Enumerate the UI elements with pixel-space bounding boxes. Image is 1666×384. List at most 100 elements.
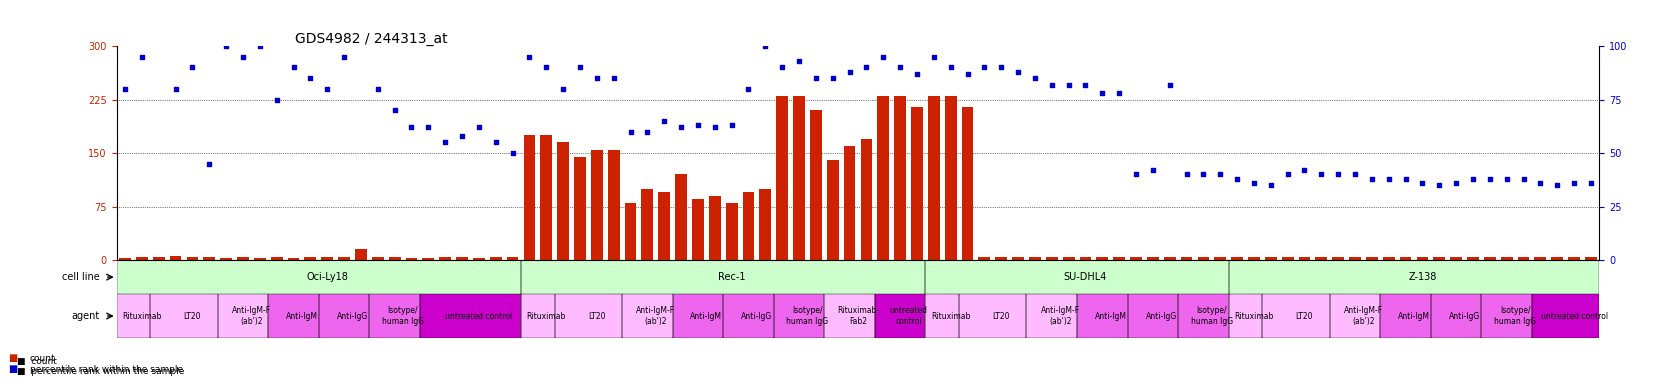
Text: Anti-IgM-F
(ab')2: Anti-IgM-F (ab')2 bbox=[1344, 306, 1383, 326]
Point bbox=[1190, 171, 1216, 177]
Point bbox=[180, 65, 207, 71]
Point bbox=[398, 124, 425, 131]
Text: Isotype/
human IgG: Isotype/ human IgG bbox=[786, 306, 828, 326]
Point bbox=[128, 54, 155, 60]
Point bbox=[651, 118, 678, 124]
Text: Anti-IgM: Anti-IgM bbox=[1398, 311, 1429, 321]
Point bbox=[1106, 90, 1133, 96]
Bar bbox=[1468, 257, 1479, 260]
Text: ■: ■ bbox=[8, 364, 18, 374]
Bar bbox=[288, 258, 300, 260]
Bar bbox=[961, 107, 973, 260]
Bar bbox=[810, 110, 821, 260]
Point bbox=[516, 54, 543, 60]
Bar bbox=[641, 189, 653, 260]
Bar bbox=[1349, 257, 1361, 260]
Bar bbox=[658, 192, 670, 260]
Bar bbox=[1228, 294, 1263, 338]
Bar bbox=[1333, 257, 1344, 260]
Bar bbox=[673, 294, 723, 338]
Bar bbox=[370, 294, 420, 338]
Text: Oci-Ly18: Oci-Ly18 bbox=[307, 272, 348, 282]
Point bbox=[668, 124, 695, 131]
Bar bbox=[305, 257, 317, 260]
Point bbox=[1376, 176, 1403, 182]
Point bbox=[718, 122, 745, 128]
Point bbox=[1578, 180, 1604, 186]
Bar bbox=[1568, 257, 1579, 260]
Bar bbox=[1063, 257, 1075, 260]
Point bbox=[820, 75, 846, 81]
Bar bbox=[1215, 257, 1226, 260]
Point bbox=[297, 75, 323, 81]
Point bbox=[803, 75, 830, 81]
Bar bbox=[1080, 257, 1091, 260]
Bar bbox=[1381, 294, 1431, 338]
Bar bbox=[1481, 294, 1533, 338]
Point bbox=[365, 86, 392, 92]
Bar bbox=[608, 149, 620, 260]
Point bbox=[886, 65, 913, 71]
Bar bbox=[895, 96, 906, 260]
Bar bbox=[1198, 257, 1210, 260]
Bar bbox=[423, 258, 435, 260]
Bar bbox=[911, 107, 923, 260]
Text: LT20: LT20 bbox=[1296, 311, 1313, 321]
Bar bbox=[1231, 257, 1243, 260]
Point bbox=[635, 129, 661, 135]
Bar bbox=[708, 196, 721, 260]
Point bbox=[145, 22, 172, 28]
Point bbox=[1308, 171, 1334, 177]
Point bbox=[988, 65, 1015, 71]
Point bbox=[332, 54, 358, 60]
Bar bbox=[1181, 257, 1193, 260]
Bar bbox=[675, 174, 686, 260]
Point bbox=[112, 86, 138, 92]
Text: Rituximab-
Fab2: Rituximab- Fab2 bbox=[836, 306, 880, 326]
Text: Anti-IgM: Anti-IgM bbox=[287, 311, 318, 321]
Text: Rituximab: Rituximab bbox=[526, 311, 566, 321]
Bar bbox=[928, 96, 940, 260]
Bar bbox=[1146, 257, 1160, 260]
Bar bbox=[776, 96, 788, 260]
Bar bbox=[372, 257, 383, 260]
Point bbox=[938, 65, 965, 71]
Point bbox=[1426, 182, 1453, 188]
Bar bbox=[456, 257, 468, 260]
Point bbox=[955, 71, 981, 77]
Point bbox=[500, 150, 526, 156]
Bar bbox=[218, 294, 268, 338]
Point bbox=[768, 65, 795, 71]
Bar bbox=[170, 256, 182, 260]
Bar bbox=[760, 189, 771, 260]
Text: Anti-IgM: Anti-IgM bbox=[1095, 311, 1126, 321]
Point bbox=[247, 43, 273, 49]
Bar bbox=[187, 257, 198, 260]
Bar bbox=[1484, 257, 1496, 260]
Bar bbox=[153, 257, 165, 260]
Point bbox=[1561, 180, 1588, 186]
Bar bbox=[1534, 257, 1546, 260]
Point bbox=[566, 65, 593, 71]
Point bbox=[701, 124, 728, 131]
Point bbox=[230, 54, 257, 60]
Point bbox=[1341, 171, 1368, 177]
Point bbox=[483, 139, 510, 146]
Point bbox=[1140, 167, 1166, 173]
Point bbox=[1476, 176, 1503, 182]
Bar bbox=[268, 294, 318, 338]
Bar bbox=[793, 96, 805, 260]
Bar bbox=[1030, 257, 1041, 260]
Bar bbox=[1298, 257, 1311, 260]
Bar bbox=[338, 257, 350, 260]
Point bbox=[465, 124, 491, 131]
Bar bbox=[925, 294, 960, 338]
Bar bbox=[1013, 257, 1025, 260]
Bar bbox=[137, 257, 148, 260]
Bar bbox=[1046, 257, 1058, 260]
Bar bbox=[1096, 257, 1108, 260]
Bar bbox=[575, 157, 586, 260]
Text: SU-DHL4: SU-DHL4 bbox=[1065, 272, 1108, 282]
Text: ■: ■ bbox=[8, 353, 18, 363]
Bar bbox=[960, 294, 1026, 338]
